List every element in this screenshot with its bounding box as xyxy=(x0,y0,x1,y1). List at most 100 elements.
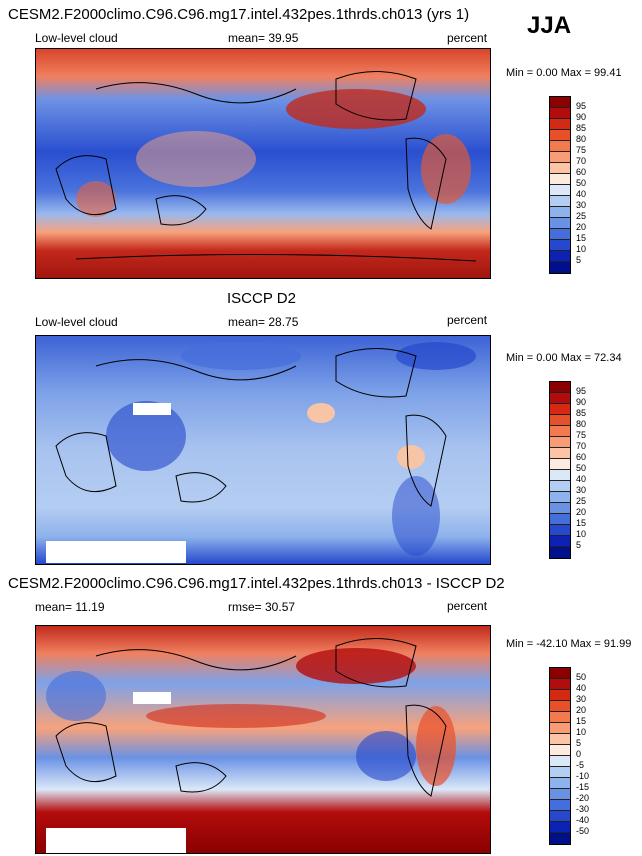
colorbar-swatch xyxy=(550,547,570,558)
colorbar-tick-label: 70 xyxy=(576,156,587,166)
colorbar-tick-label: 30 xyxy=(576,694,587,704)
season-label: JJA xyxy=(527,12,572,39)
colorbar-swatch xyxy=(550,481,570,492)
panel3-units-label: percent xyxy=(447,599,488,613)
colorbar-swatch xyxy=(550,196,570,207)
panel1-map-field xyxy=(36,49,490,278)
colorbar-tick-label: -50 xyxy=(576,826,590,836)
colorbar-tick-label: 15 xyxy=(576,233,587,243)
colorbar-swatch xyxy=(550,426,570,437)
colorbar-swatch xyxy=(550,778,570,789)
colorbar-tick-label: -10 xyxy=(576,771,590,781)
panel2-map-field xyxy=(36,336,490,564)
colorbar-swatch xyxy=(550,668,570,679)
panel2-units-label: percent xyxy=(447,313,488,327)
colorbar-swatch xyxy=(550,119,570,130)
colorbar-tick-label: -5 xyxy=(576,760,585,770)
colorbar-tick-label: 0 xyxy=(576,749,582,759)
colorbar-swatch xyxy=(550,734,570,745)
colorbar-swatch xyxy=(550,789,570,800)
colorbar-swatch xyxy=(550,459,570,470)
colorbar-swatch xyxy=(550,701,570,712)
colorbar-tick-label: 5 xyxy=(576,738,582,748)
colorbar-tick-label: 85 xyxy=(576,408,587,418)
colorbar-swatch xyxy=(550,393,570,404)
colorbar-tick-label: -15 xyxy=(576,782,590,792)
colorbar-tick-label: 20 xyxy=(576,507,587,517)
colorbar-tick-label: 70 xyxy=(576,441,587,451)
colorbar-swatch xyxy=(550,536,570,547)
colorbar-tick-label: 10 xyxy=(576,244,587,254)
panel1-minmax: Min = 0.00 Max = 99.41 xyxy=(506,67,622,79)
colorbar-tick-label: 15 xyxy=(576,716,587,726)
colorbar-tick-label: 30 xyxy=(576,485,587,495)
colorbar-tick-label: 20 xyxy=(576,222,587,232)
colorbar-swatch xyxy=(550,723,570,734)
colorbar-swatch xyxy=(550,207,570,218)
colorbar-tick-label: 90 xyxy=(576,397,587,407)
colorbar-swatch xyxy=(550,141,570,152)
colorbar-tick-label: 60 xyxy=(576,452,587,462)
panel2-mean-label: mean= 28.75 xyxy=(228,315,299,329)
colorbar-swatch xyxy=(550,525,570,536)
panel3-rmse-label: rmse= 30.57 xyxy=(228,600,296,614)
colorbar-swatch xyxy=(550,503,570,514)
colorbar-tick-label: 90 xyxy=(576,112,587,122)
colorbar-swatch xyxy=(550,690,570,701)
colorbar-tick-label: 95 xyxy=(576,386,587,396)
colorbar-swatch xyxy=(550,229,570,240)
colorbar-swatch xyxy=(550,800,570,811)
colorbar-tick-label: 50 xyxy=(576,672,587,682)
colorbar-swatch xyxy=(550,679,570,690)
panel3-map-field xyxy=(36,626,490,853)
colorbar-tick-label: 40 xyxy=(576,474,587,484)
panel3-minmax: Min = -42.10 Max = 91.99 xyxy=(506,638,632,650)
colorbar-swatch xyxy=(550,218,570,229)
colorbar-tick-label: 20 xyxy=(576,705,587,715)
colorbar-swatch xyxy=(550,382,570,393)
colorbar-tick-label: 10 xyxy=(576,727,587,737)
panel2-minmax: Min = 0.00 Max = 72.34 xyxy=(506,352,622,364)
colorbar-tick-label: 80 xyxy=(576,419,587,429)
colorbar-swatch xyxy=(550,152,570,163)
colorbar-swatch xyxy=(550,415,570,426)
panel2-variable-label: Low-level cloud xyxy=(35,315,118,329)
panel1-colorbar xyxy=(549,96,571,274)
panel1-map xyxy=(35,48,491,279)
panel1-mean-label: mean= 39.95 xyxy=(228,31,299,45)
colorbar-swatch xyxy=(550,437,570,448)
colorbar-tick-label: 95 xyxy=(576,101,587,111)
panel2-colorbar xyxy=(549,381,571,559)
panel2-map xyxy=(35,335,491,565)
colorbar-swatch xyxy=(550,822,570,833)
panel3-title: CESM2.F2000climo.C96.C96.mg17.intel.432p… xyxy=(8,575,505,592)
colorbar-swatch xyxy=(550,174,570,185)
colorbar-swatch xyxy=(550,185,570,196)
colorbar-tick-label: -30 xyxy=(576,804,590,814)
colorbar-swatch xyxy=(550,240,570,251)
colorbar-swatch xyxy=(550,404,570,415)
colorbar-swatch xyxy=(550,745,570,756)
colorbar-swatch xyxy=(550,833,570,844)
panel2-title: ISCCP D2 xyxy=(227,290,296,307)
colorbar-swatch xyxy=(550,767,570,778)
model-title: CESM2.F2000climo.C96.C96.mg17.intel.432p… xyxy=(8,6,470,23)
colorbar-tick-label: 40 xyxy=(576,189,587,199)
colorbar-tick-label: 60 xyxy=(576,167,587,177)
colorbar-tick-label: 5 xyxy=(576,540,582,550)
colorbar-swatch xyxy=(550,448,570,459)
colorbar-swatch xyxy=(550,712,570,723)
panel3-mean-label: mean= 11.19 xyxy=(35,600,105,614)
colorbar-tick-label: 40 xyxy=(576,683,587,693)
colorbar-tick-label: 85 xyxy=(576,123,587,133)
colorbar-swatch xyxy=(550,811,570,822)
colorbar-tick-label: 25 xyxy=(576,496,587,506)
panel3-map xyxy=(35,625,491,854)
colorbar-swatch xyxy=(550,163,570,174)
colorbar-tick-label: 80 xyxy=(576,134,587,144)
colorbar-swatch xyxy=(550,130,570,141)
panel1-units-label: percent xyxy=(447,31,488,45)
colorbar-tick-label: 50 xyxy=(576,178,587,188)
colorbar-swatch xyxy=(550,470,570,481)
colorbar-swatch xyxy=(550,262,570,273)
